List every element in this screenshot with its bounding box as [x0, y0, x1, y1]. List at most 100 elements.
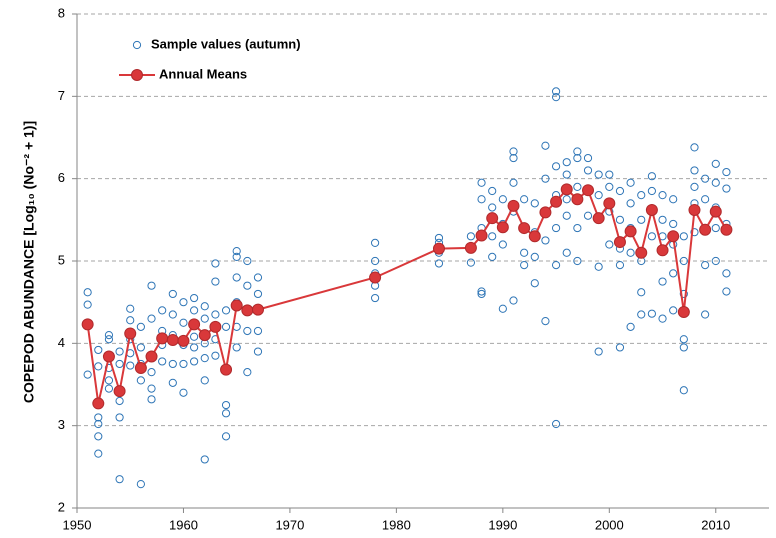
sample-marker	[232, 247, 241, 256]
sample-marker	[477, 195, 486, 204]
sample-marker	[647, 186, 656, 196]
sample-marker	[200, 455, 209, 464]
sample-marker	[147, 314, 156, 323]
mean-marker	[113, 385, 126, 398]
mean-marker	[369, 271, 382, 284]
sample-marker	[83, 288, 92, 297]
mean-marker	[464, 241, 477, 254]
mean-marker	[699, 223, 712, 236]
sample-marker	[232, 343, 241, 352]
sample-marker	[573, 182, 582, 191]
sample-marker	[104, 335, 114, 344]
sample-marker	[722, 167, 731, 177]
mean-marker	[550, 195, 563, 208]
sample-marker	[594, 191, 603, 200]
mean-marker	[603, 197, 616, 210]
sample-marker	[211, 259, 220, 268]
mean-marker	[134, 362, 147, 375]
sample-marker	[637, 215, 646, 224]
x-tick-label: 1980	[382, 517, 411, 532]
sample-marker	[626, 199, 635, 208]
sample-marker	[562, 158, 571, 167]
sample-marker	[551, 223, 561, 233]
sample-marker	[690, 228, 699, 237]
sample-marker	[637, 288, 646, 297]
sample-marker	[243, 281, 252, 290]
sample-marker	[200, 302, 209, 311]
mean-marker	[188, 318, 201, 331]
y-tick-label: 3	[58, 417, 65, 432]
sample-marker	[253, 273, 263, 282]
sample-marker	[94, 432, 103, 441]
sample-marker	[722, 269, 731, 278]
sample-marker	[679, 386, 688, 395]
sample-marker	[253, 347, 263, 356]
legend-label: Annual Means	[159, 66, 247, 81]
sample-marker	[104, 376, 114, 385]
sample-marker	[573, 153, 582, 163]
mean-marker	[571, 193, 584, 206]
mean-marker	[230, 299, 243, 312]
sample-marker	[690, 166, 699, 175]
sample-marker	[221, 322, 231, 331]
mean-marker	[667, 230, 680, 243]
mean-marker	[156, 332, 169, 345]
sample-marker	[221, 306, 231, 315]
sample-marker	[488, 203, 497, 212]
sample-marker	[530, 252, 539, 261]
sample-marker	[551, 162, 561, 171]
mean-marker	[582, 184, 595, 197]
mean-marker	[102, 350, 115, 363]
sample-marker	[530, 279, 539, 288]
sample-marker	[637, 310, 646, 319]
sample-marker	[541, 317, 550, 326]
mean-marker	[209, 320, 222, 333]
sample-marker	[626, 322, 635, 331]
sample-marker	[94, 449, 103, 458]
sample-marker	[509, 147, 518, 156]
mean-marker	[528, 230, 541, 243]
sample-marker	[615, 215, 625, 224]
sample-marker	[637, 191, 646, 200]
sample-marker	[370, 238, 380, 247]
sample-marker	[434, 259, 444, 268]
sample-marker	[551, 419, 561, 429]
sample-marker	[551, 93, 561, 102]
sample-marker	[94, 419, 103, 429]
sample-marker	[126, 304, 135, 313]
mean-marker	[198, 329, 211, 342]
sample-marker	[679, 232, 688, 241]
mean-marker	[241, 304, 254, 317]
sample-marker	[200, 354, 209, 363]
sample-marker	[701, 195, 710, 204]
legend-label: Sample values (autumn)	[151, 36, 301, 51]
sample-marker	[626, 248, 635, 257]
mean-marker	[720, 223, 733, 236]
sample-marker	[370, 293, 380, 303]
sample-marker	[243, 326, 252, 336]
sample-marker	[115, 347, 124, 356]
sample-marker	[477, 289, 486, 299]
sample-marker	[158, 357, 167, 366]
mean-marker	[124, 327, 137, 340]
mean-marker	[539, 206, 552, 219]
sample-marker	[253, 289, 263, 299]
sample-marker	[583, 153, 593, 163]
mean-marker	[496, 221, 509, 234]
x-tick-label: 2000	[595, 517, 624, 532]
sample-marker	[690, 143, 699, 152]
sample-marker	[147, 368, 156, 377]
mean-marker	[656, 244, 669, 257]
sample-marker	[605, 182, 614, 191]
sample-marker	[232, 273, 241, 282]
sample-marker	[669, 219, 678, 229]
sample-marker	[466, 258, 476, 267]
sample-marker	[562, 170, 571, 179]
sample-marker	[562, 248, 571, 257]
sample-marker	[583, 166, 593, 175]
sample-marker	[179, 388, 188, 397]
sample-marker	[488, 232, 497, 241]
sample-marker	[498, 195, 507, 204]
sample-marker	[711, 178, 720, 187]
sample-marker	[253, 326, 263, 336]
